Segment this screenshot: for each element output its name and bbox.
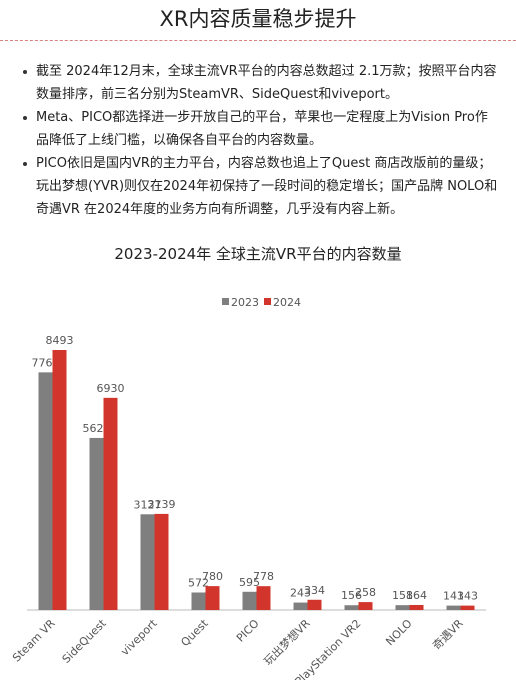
bar (103, 397, 118, 610)
bar (52, 350, 67, 610)
x-tick-label: NOLO (383, 617, 415, 649)
data-label: 572 (188, 576, 209, 589)
x-tick-label: Steam VR (10, 617, 58, 665)
legend-label: 2023 (231, 296, 259, 309)
bar (446, 605, 461, 610)
data-label: 3127 (134, 498, 162, 511)
legend-label: 2024 (273, 296, 301, 309)
bullet: Meta、PICO都选择进一步开放自己的平台，苹果也一定程度上为Vision P… (22, 106, 498, 152)
data-label: 8493 (46, 334, 74, 347)
data-label: 334 (304, 584, 325, 597)
x-tick-label: 奇遇VR (430, 617, 466, 653)
bar (154, 513, 169, 610)
bar (358, 602, 373, 610)
x-tick-label: 玩出梦想VR (261, 616, 313, 668)
data-label: 3139 (148, 498, 176, 511)
bar (256, 586, 271, 610)
data-label: 258 (355, 586, 376, 599)
bar (395, 605, 410, 610)
data-label: 164 (406, 589, 427, 602)
data-label: 595 (239, 576, 260, 589)
bar (460, 605, 475, 610)
bar (38, 372, 53, 610)
bullet: PICO依旧是国内VR的主力平台，内容总数也追上了Quest 商店改版前的量级；… (22, 152, 498, 221)
data-label: 780 (202, 570, 223, 583)
data-label: 158 (392, 589, 413, 602)
bar (409, 604, 424, 610)
bullet: 截至 2024年12月末，全球主流VR平台的内容总数超过 2.1万款；按照平台内… (22, 60, 498, 106)
x-tick-label: PICO (234, 617, 262, 645)
bar (191, 592, 206, 610)
data-label: 143 (457, 590, 478, 603)
bar (293, 602, 308, 610)
chart: 2023-2024年 全球主流VR平台的内容数量 2023 20247763849… (10, 245, 486, 680)
bar (205, 586, 220, 610)
data-label: 156 (341, 589, 362, 602)
page-title: XR内容质量稳步提升 (0, 0, 516, 41)
data-label: 778 (253, 570, 274, 583)
chart-title: 2023-2024年 全球主流VR平台的内容数量 (114, 245, 401, 263)
legend-swatch (264, 298, 271, 305)
bar (344, 605, 359, 610)
bullet-list: 截至 2024年12月末，全球主流VR平台的内容总数超过 2.1万款；按照平台内… (22, 60, 498, 221)
bar (89, 437, 104, 610)
x-tick-label: SideQuest (60, 616, 109, 665)
x-tick-label: viveport (118, 616, 160, 658)
bar (242, 591, 257, 610)
data-label: 143 (443, 590, 464, 603)
bar (140, 514, 155, 610)
legend-swatch (222, 298, 229, 305)
x-tick-label: Quest (178, 616, 211, 649)
data-label: 243 (290, 587, 311, 600)
bar (307, 599, 322, 610)
data-label: 6930 (97, 382, 125, 395)
